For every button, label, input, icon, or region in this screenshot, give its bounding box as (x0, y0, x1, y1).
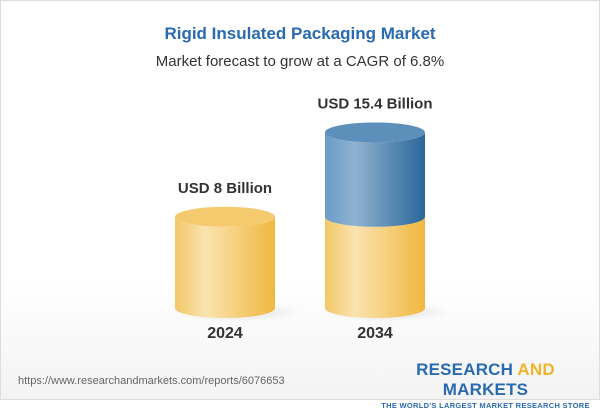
cylinder-chart: USD 8 Billion USD 15.4 Billion 2024 2034 (173, 95, 451, 342)
logo-text: MARKETS (442, 380, 529, 399)
report-url[interactable]: https://www.researchandmarkets.com/repor… (18, 375, 285, 387)
infographic-frame (0, 0, 600, 400)
logo-text: RESEARCH (416, 360, 518, 379)
data-label: USD 8 Billion (178, 180, 272, 197)
logo-text-and: AND (517, 360, 555, 379)
cylinder-base-segment (325, 216, 425, 318)
category-label: 2024 (207, 325, 243, 342)
category-label: 2034 (357, 325, 393, 342)
cylinder-growth-segment (325, 132, 425, 227)
chart-subtitle: Market forecast to grow at a CAGR of 6.8… (155, 53, 445, 70)
logo-tagline: THE WORLD'S LARGEST MARKET RESEARCH STOR… (381, 401, 590, 410)
chart-title: Rigid Insulated Packaging Market (164, 24, 436, 43)
cylinder-base-segment (175, 216, 275, 318)
cylinder-top (325, 122, 425, 143)
data-label: USD 15.4 Billion (317, 95, 432, 112)
research-and-markets-logo: RESEARCH AND MARKETS THE WORLD'S LARGEST… (378, 360, 593, 410)
cylinder-top (175, 206, 275, 227)
